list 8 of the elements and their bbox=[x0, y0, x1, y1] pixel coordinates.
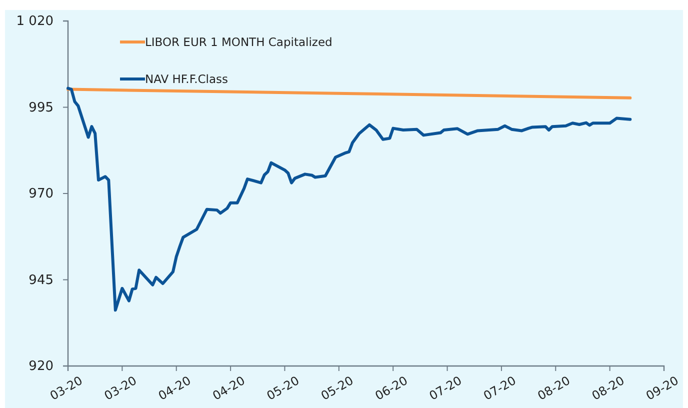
line-series bbox=[66, 86, 632, 312]
legend-label: NAV HF.F.Class bbox=[145, 72, 228, 86]
y-tick-label: 970 bbox=[28, 186, 54, 202]
legend-label: LIBOR EUR 1 MONTH Capitalized bbox=[145, 35, 332, 49]
y-tick-label: 945 bbox=[28, 272, 54, 288]
y-tick-label: 1 020 bbox=[16, 14, 54, 30]
y-tick-label: 995 bbox=[28, 100, 54, 116]
y-tick-label: 920 bbox=[28, 359, 54, 374]
